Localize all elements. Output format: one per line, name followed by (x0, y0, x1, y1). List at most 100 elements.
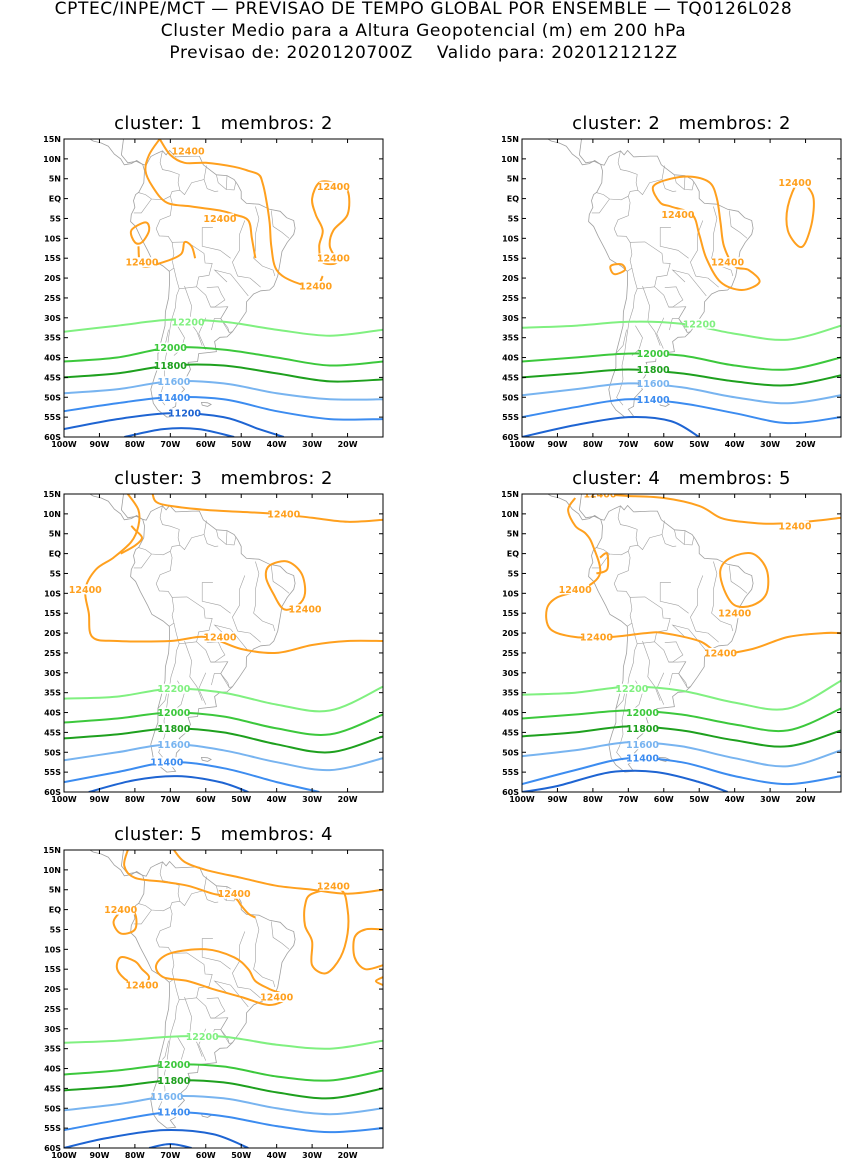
coastline-central-america (578, 139, 601, 165)
coastline-island (200, 401, 212, 407)
coastline-island (576, 109, 611, 119)
lon-label: 90W (89, 1151, 109, 1160)
country-border (271, 565, 290, 594)
contour-label-bg (617, 683, 646, 694)
contour-label-bg (156, 342, 185, 353)
contour-label: 12200 (172, 317, 205, 328)
lon-label: 80W (125, 1151, 145, 1160)
contour-label: 12200 (615, 684, 648, 695)
coastline-island (576, 464, 611, 474)
contour-12200 (522, 679, 841, 711)
country-border (678, 661, 688, 688)
lon-label: 70W (618, 440, 638, 449)
lat-label: 10S (44, 234, 61, 243)
lat-label: 40S (44, 1065, 61, 1074)
contour-label-bg (561, 584, 590, 595)
country-border (198, 317, 207, 350)
contour-label-bg (319, 181, 348, 192)
contour-label-bg (159, 392, 188, 403)
contour-label: 11200 (168, 409, 201, 420)
lon-label: 50W (689, 440, 709, 449)
lon-label: 100W (51, 1151, 77, 1160)
lon-label: 30W (302, 795, 322, 804)
contour-11200 (64, 1128, 249, 1148)
map-frame (63, 849, 384, 1149)
lat-label: 20S (44, 985, 61, 994)
country-border (711, 561, 734, 632)
country-border (271, 921, 290, 950)
contour-label: 12400 (711, 258, 744, 269)
lat-label: 20S (502, 274, 519, 283)
country-border (661, 179, 677, 192)
contour-11400 (64, 761, 320, 792)
contour-label-bg (685, 318, 714, 329)
lat-label: 55S (502, 768, 519, 777)
lon-label: 60W (196, 795, 216, 804)
contour-label: 12000 (157, 708, 190, 719)
lat-label: 5S (50, 569, 62, 578)
contour-label-bg (713, 257, 742, 268)
contour-label: 12400 (559, 585, 592, 596)
country-border (613, 520, 684, 663)
lon-label: 50W (231, 440, 251, 449)
coastline-island (612, 475, 633, 481)
contour-label: 12400 (203, 633, 236, 644)
lon-label: 30W (302, 440, 322, 449)
country-border (627, 242, 633, 272)
lat-label: 15S (44, 965, 61, 974)
lon-label: 80W (583, 795, 603, 804)
contour-11400 (64, 1111, 383, 1134)
country-border (173, 623, 197, 645)
country-border (184, 996, 203, 1057)
country-border (220, 673, 233, 688)
country-border (613, 165, 684, 308)
contour-label-bg (291, 604, 320, 615)
contour-label: 12400 (661, 210, 694, 221)
contour-12000 (522, 352, 841, 371)
contour-label: 11800 (637, 365, 670, 376)
lat-label: 35S (502, 334, 519, 343)
contour-label-bg (106, 904, 135, 915)
country-border (659, 582, 689, 614)
lon-label: 100W (509, 795, 535, 804)
coastline-central-america (120, 139, 143, 165)
contour-label: 12400 (317, 254, 350, 265)
map-frame (63, 493, 384, 793)
contour-label: 11600 (150, 1092, 183, 1103)
lon-label: 30W (760, 440, 780, 449)
country-border (729, 210, 748, 239)
contour-label-bg (156, 360, 185, 371)
contour-label: 12400 (125, 981, 158, 992)
country-border (232, 220, 261, 288)
contour-label: 11800 (626, 724, 659, 735)
lat-label: 10S (44, 589, 61, 598)
lon-label: 40W (267, 1151, 287, 1160)
country-border (169, 953, 175, 983)
lat-label: 10N (43, 510, 61, 519)
country-border (203, 890, 219, 903)
lat-label: 40S (44, 354, 61, 363)
contour-12400 (785, 181, 815, 249)
contour-11200 (522, 769, 728, 792)
contour-11400 (64, 395, 383, 421)
country-border (674, 529, 685, 545)
lon-label: 50W (689, 795, 709, 804)
lat-label: 15S (44, 254, 61, 263)
contour-label: 11600 (637, 379, 670, 390)
contour-11200 (124, 427, 235, 437)
country-border (683, 530, 695, 546)
contour-label: 12200 (683, 319, 716, 330)
contour-label-bg (159, 739, 188, 750)
contour-label: 12400 (704, 648, 737, 659)
map-panel-5: cluster: 5 membros: 4 12400 12400 12400 1240… (24, 820, 393, 1168)
header-line1: CPTEC/INPE/MCT — PREVISAO DE TEMPO GLOBA… (54, 0, 793, 19)
lon-label: 100W (51, 440, 77, 449)
lon-label: 30W (302, 1151, 322, 1160)
country-border (173, 979, 197, 1001)
map-panel-1: cluster: 1 membros: 2 12400 12400 12400 1240… (24, 109, 393, 457)
lat-label: 45S (44, 1084, 61, 1093)
contour-label: 12000 (626, 708, 659, 719)
contour-label-bg (159, 707, 188, 718)
contour-11800 (64, 1079, 383, 1100)
country-border (216, 529, 227, 545)
